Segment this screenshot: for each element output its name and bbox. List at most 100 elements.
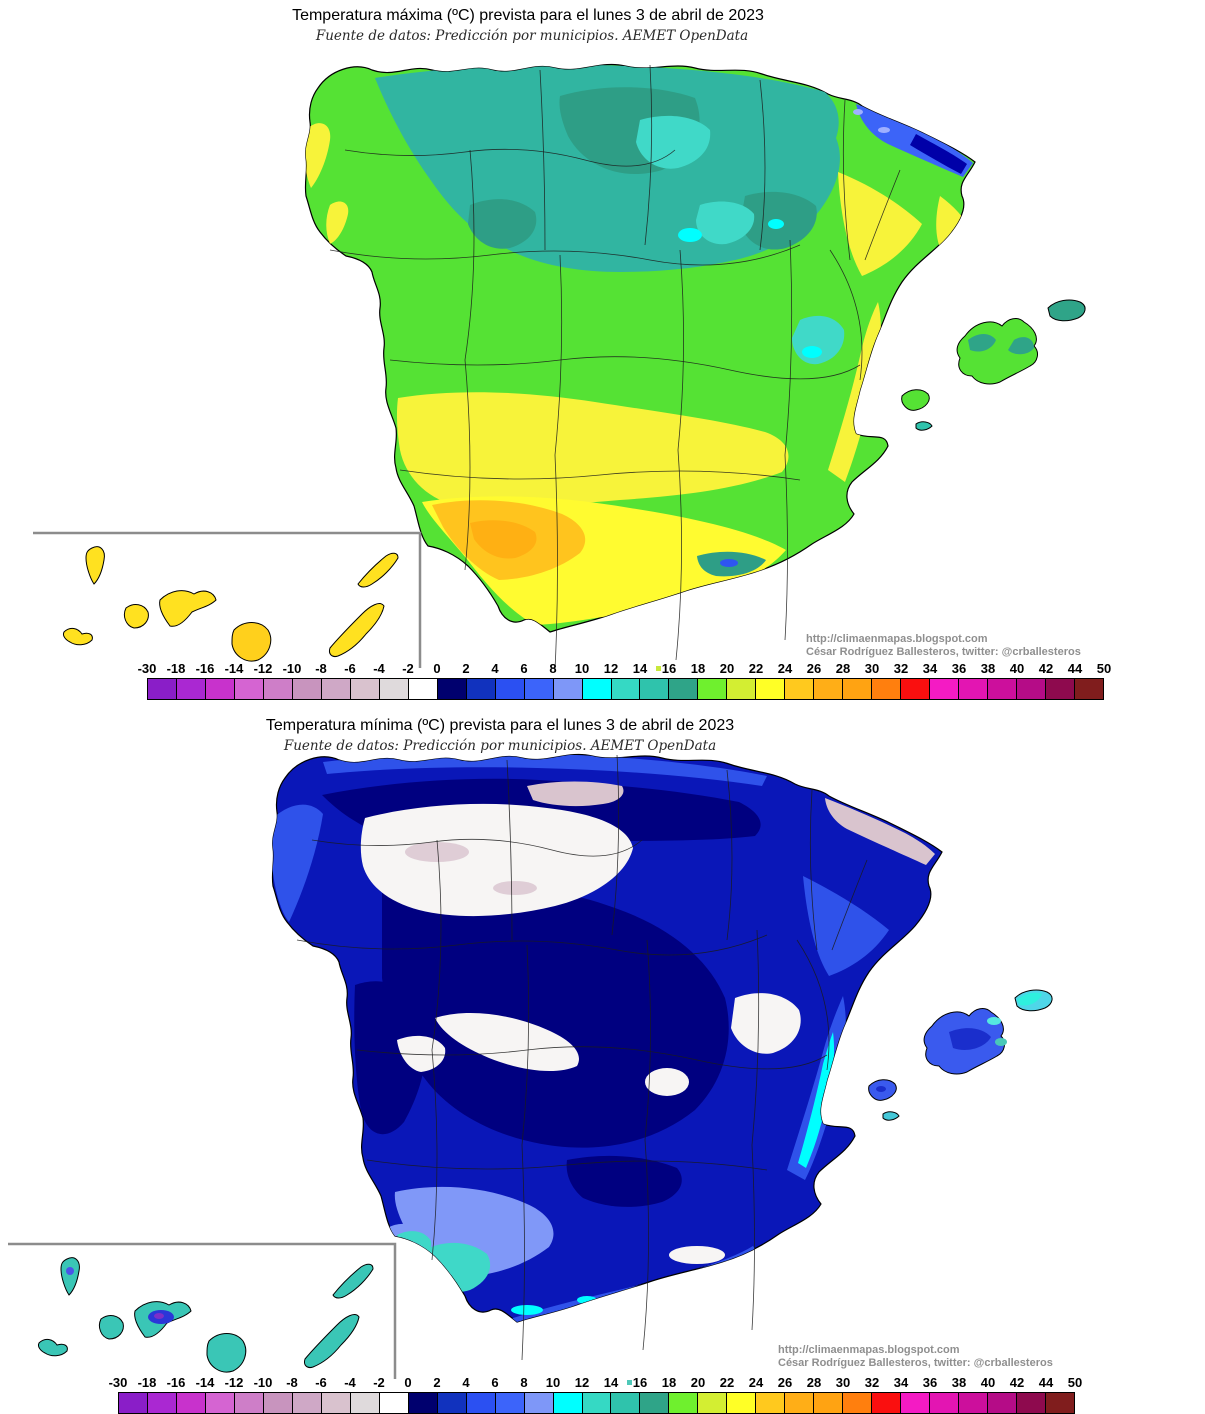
scale-color-cell [727, 679, 757, 699]
scale-color-cell [727, 1393, 757, 1413]
scale-tick-label: 12 [574, 1375, 590, 1390]
scale-color-cell [959, 679, 989, 699]
scale-color-cell [408, 679, 438, 699]
scale-color-cell [814, 679, 844, 699]
scale-tick-label: 8 [520, 1375, 528, 1390]
scale-color-cell [176, 1393, 206, 1413]
scale-tick-label: 8 [549, 661, 557, 676]
scale-color-cell [553, 679, 583, 699]
scale-tick-label: 50 [1096, 661, 1112, 676]
scale-tick-label: 6 [491, 1375, 499, 1390]
scale-tick-label: 4 [462, 1375, 470, 1390]
scale-color-cell [176, 679, 206, 699]
scale-tick-label: -18 [137, 1375, 157, 1390]
scale-tick-label: 24 [777, 661, 793, 676]
scale-color-cell [669, 1393, 699, 1413]
scale-color-cell [640, 1393, 670, 1413]
scale-tick-label: 40 [980, 1375, 996, 1390]
max-temperature-map [31, 63, 1086, 671]
scale-color-cell [640, 679, 670, 699]
scale-tick-label: 38 [951, 1375, 967, 1390]
scale-tick-label: 4 [491, 661, 499, 676]
min-map-credit: http://climaenmapas.blogspot.com César R… [778, 1344, 1053, 1370]
scale-tick-label: 22 [748, 661, 764, 676]
scale-tick-label: 36 [922, 1375, 938, 1390]
scale-color-cell [119, 1393, 148, 1413]
scale-color-cell [901, 1393, 931, 1413]
max-map-subtitle: Fuente de datos: Predicción por municipi… [315, 28, 749, 44]
scale-color-cell [321, 1393, 351, 1413]
scale-color-cell [263, 679, 293, 699]
min-temperature-map [6, 753, 1053, 1381]
scale-tick-label: 32 [864, 1375, 880, 1390]
scale-tick-label: 28 [835, 661, 851, 676]
scale-tick-label: 2 [433, 1375, 441, 1390]
scale-color-cell [901, 679, 931, 699]
scale-color-cell [495, 679, 525, 699]
scale-tick-label: 40 [1009, 661, 1025, 676]
scale-color-cell [785, 1393, 815, 1413]
scale-color-cell [292, 1393, 322, 1413]
scale-tick-label: -18 [166, 661, 186, 676]
scale-tick-label: 24 [748, 1375, 764, 1390]
credit-author: César Rodríguez Ballesteros, twitter: @c… [778, 1357, 1053, 1369]
scale-color-cell [959, 1393, 989, 1413]
scale-tick-label: -4 [344, 1375, 356, 1390]
scale-tick-label: 20 [719, 661, 735, 676]
scale-color-cell [872, 679, 902, 699]
scale-color-cell [698, 1393, 728, 1413]
canary-islands [62, 546, 399, 662]
scale-tick-label: 36 [951, 661, 967, 676]
scale-color-cell [756, 1393, 786, 1413]
scale-color-cell [147, 1393, 177, 1413]
scale-color-cell [669, 679, 699, 699]
scale-color-cell [1075, 679, 1103, 699]
scale-color-cell [582, 1393, 612, 1413]
scale-tick-label: 22 [719, 1375, 735, 1390]
scale-color-cell [263, 1393, 293, 1413]
scale-color-cell [553, 1393, 583, 1413]
scale-tick-label: 42 [1038, 661, 1054, 676]
scale-tick-label: -4 [373, 661, 385, 676]
max-temperature-scale: -30 -18 -16 -14 -12 -10 -8 -6 -4 -2 0 2 4 6 8 10 12 14 16 1… [138, 661, 1112, 700]
scale-tick-label: -8 [315, 661, 327, 676]
scale-tick-label: -12 [224, 1375, 244, 1390]
scale-tick-label: 44 [1038, 1375, 1054, 1390]
scale-color-cells [118, 1392, 1075, 1414]
scale-color-cell [437, 1393, 467, 1413]
scale-tick-label: -10 [282, 661, 302, 676]
scale-color-cell [1017, 1393, 1046, 1413]
scale-color-cell [350, 1393, 380, 1413]
scale-color-cell [437, 679, 467, 699]
scale-tick-label: 18 [661, 1375, 677, 1390]
scale-tick-label: 32 [893, 661, 909, 676]
scale-tick-label: -2 [373, 1375, 385, 1390]
scale-tick-label: -16 [195, 661, 215, 676]
scale-color-cell [350, 679, 380, 699]
scale-tick-label: 50 [1067, 1375, 1083, 1390]
scale-tick-label: 2 [462, 661, 470, 676]
scale-tick-label: -14 [195, 1375, 215, 1390]
scale-tick-label: 34 [893, 1375, 909, 1390]
scale-tick-label: 12 [603, 661, 619, 676]
scale-tick-label: -16 [166, 1375, 186, 1390]
scale-tick-label: 20 [690, 1375, 706, 1390]
scale-color-cell [698, 679, 728, 699]
scale-color-cell [843, 1393, 873, 1413]
scale-tick-label: -2 [402, 661, 414, 676]
scale-color-cell [930, 1393, 960, 1413]
scale-tick-label: 38 [980, 661, 996, 676]
scale-color-cell [524, 679, 554, 699]
scale-color-cell [1017, 679, 1047, 699]
scale-tick-label: 30 [864, 661, 880, 676]
scale-tick-label: 10 [545, 1375, 561, 1390]
scale-tick-label: -30 [137, 661, 157, 676]
scale-tick-labels: -30 -18 -16 -14 -12 -10 -8 -6 -4 -2 0 2 4 6 8 10 12 14 16 1… [138, 661, 1112, 676]
scale-tick-label: 30 [835, 1375, 851, 1390]
balearic-islands [868, 989, 1053, 1121]
scale-color-cell [814, 1393, 844, 1413]
scale-tick-label: 44 [1067, 661, 1083, 676]
scale-color-cell [1046, 1393, 1074, 1413]
scale-color-cell [524, 1393, 554, 1413]
